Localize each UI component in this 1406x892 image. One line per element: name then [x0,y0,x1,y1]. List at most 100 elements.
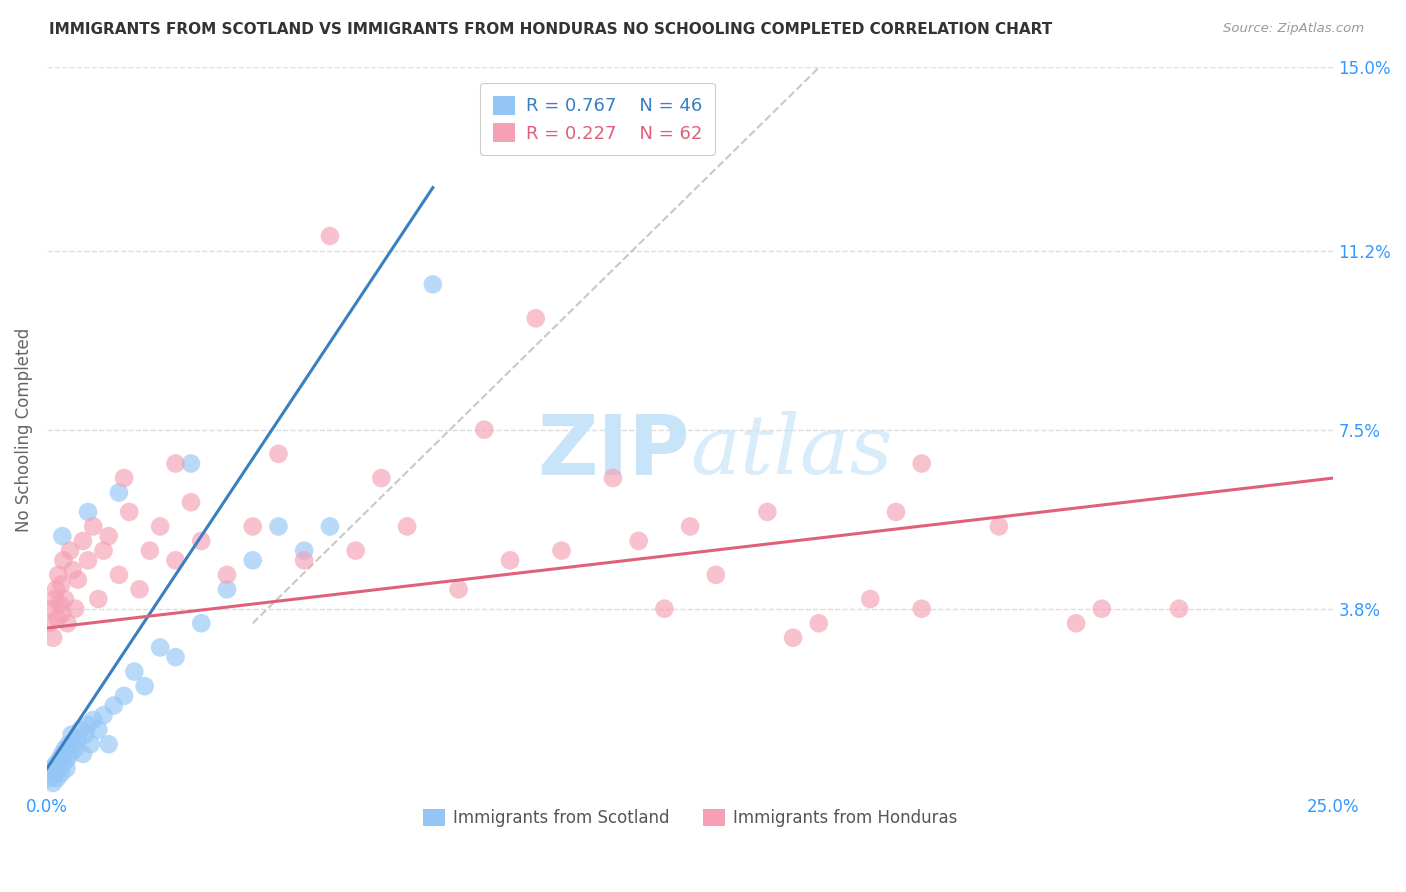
Point [38,616,60,631]
Text: ZIP: ZIP [537,411,690,491]
Point [124,665,146,679]
Point [51,577,73,591]
Point [51,607,73,621]
Point [51,747,73,761]
Point [215,582,238,597]
Text: IMMIGRANTS FROM SCOTLAND VS IMMIGRANTS FROM HONDURAS NO SCHOOLING COMPLETED CORR: IMMIGRANTS FROM SCOTLAND VS IMMIGRANTS F… [49,22,1053,37]
Point [82,519,104,533]
Point [165,553,187,567]
Point [66,573,89,587]
Point [884,505,907,519]
Point [46,567,69,582]
Point [72,533,94,548]
Point [112,471,135,485]
Point [53,742,76,756]
Y-axis label: No Schooling Completed: No Schooling Completed [15,327,32,532]
Point [46,771,69,785]
Point [56,616,79,631]
Point [87,592,110,607]
Point [319,229,342,244]
Point [782,631,804,645]
Point [472,423,495,437]
Point [292,543,315,558]
Point [52,553,75,567]
Point [42,776,65,790]
Point [180,495,202,509]
Point [51,766,73,780]
Point [911,601,934,615]
Point [63,742,86,756]
Point [756,505,779,519]
Point [77,718,100,732]
Point [149,519,172,533]
Text: atlas: atlas [690,411,893,491]
Point [60,728,83,742]
Point [52,756,75,771]
Point [242,553,264,567]
Point [679,519,702,533]
Point [48,752,70,766]
Point [215,567,238,582]
Point [44,766,66,780]
Point [524,311,547,326]
Point [75,728,97,742]
Point [87,723,110,737]
Point [165,650,187,665]
Point [72,747,94,761]
Point [1091,601,1114,615]
Point [190,616,212,631]
Point [69,723,91,737]
Point [44,592,66,607]
Point [118,505,141,519]
Point [41,761,63,775]
Point [242,519,264,533]
Point [45,582,67,597]
Point [499,553,522,567]
Point [344,543,367,558]
Point [53,592,76,607]
Point [66,732,89,747]
Point [807,616,830,631]
Point [134,679,156,693]
Point [93,708,115,723]
Point [93,543,115,558]
Point [62,563,84,577]
Point [292,553,315,567]
Point [56,752,79,766]
Point [267,519,290,533]
Point [45,756,67,771]
Point [41,601,63,615]
Point [627,533,650,548]
Point [63,601,86,615]
Point [149,640,172,655]
Point [1168,601,1191,615]
Point [654,601,676,615]
Point [38,771,60,785]
Point [77,505,100,519]
Point [82,713,104,727]
Point [396,519,419,533]
Point [1064,616,1087,631]
Point [859,592,882,607]
Point [46,611,69,625]
Point [139,543,162,558]
Point [108,567,131,582]
Point [59,543,82,558]
Point [128,582,150,597]
Point [987,519,1010,533]
Point [704,567,727,582]
Point [97,529,120,543]
Point [77,553,100,567]
Point [112,689,135,703]
Point [180,457,202,471]
Point [62,737,84,751]
Point [55,761,77,775]
Point [447,582,470,597]
Point [97,737,120,751]
Point [550,543,572,558]
Text: Source: ZipAtlas.com: Source: ZipAtlas.com [1223,22,1364,36]
Point [48,597,70,611]
Point [911,457,934,471]
Point [79,737,101,751]
Point [59,747,82,761]
